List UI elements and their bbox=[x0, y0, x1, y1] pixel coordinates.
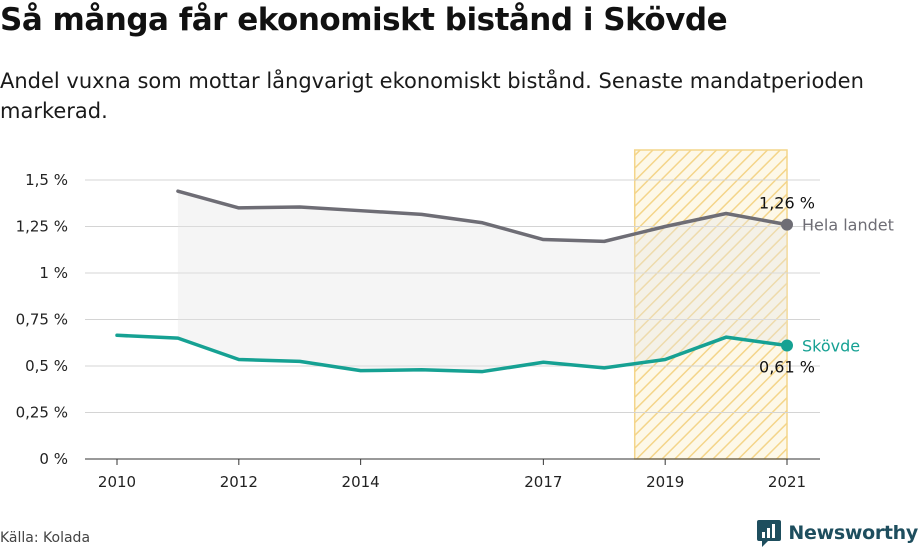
series-end-point bbox=[781, 218, 793, 231]
y-tick-label: 0 % bbox=[39, 450, 68, 468]
highlight-period bbox=[633, 149, 788, 460]
series-name-label: Hela landet bbox=[802, 216, 894, 235]
y-tick-label: 1 % bbox=[39, 264, 68, 282]
y-tick-label: 0,5 % bbox=[25, 357, 68, 375]
y-tick-label: 1,25 % bbox=[16, 218, 68, 236]
range-area bbox=[177, 191, 788, 372]
x-tick-label: 2017 bbox=[524, 473, 562, 491]
source-note: Källa: Kolada bbox=[0, 530, 91, 546]
series-line-skovde bbox=[115, 333, 789, 374]
series-value-label: 0,61 % bbox=[759, 358, 815, 377]
x-tick-label: 2014 bbox=[342, 473, 380, 491]
brand-logo: Newsworthy bbox=[756, 518, 918, 548]
series-line-hela-landet bbox=[176, 189, 789, 244]
y-tick-label: 1,5 % bbox=[25, 171, 68, 189]
newsworthy-logo-icon bbox=[757, 520, 782, 547]
y-tick-label: 0,75 % bbox=[16, 311, 68, 329]
brand-name: Newsworthy bbox=[788, 522, 918, 544]
x-tick-label: 2021 bbox=[768, 473, 806, 491]
line-chart: 0 % 0,25 % 0,5 % 0,75 % 1 % 1,25 % 1,5 % 2010 20… bbox=[16, 149, 894, 491]
series-end-point bbox=[781, 339, 793, 352]
x-tick-label: 2019 bbox=[646, 473, 684, 491]
y-tick-label: 0,25 % bbox=[16, 404, 68, 422]
x-tick-label: 2010 bbox=[98, 473, 136, 491]
series-name-label: Skövde bbox=[802, 337, 860, 356]
chart-subtitle: Andel vuxna som mottar långvarigt ekonom… bbox=[0, 69, 864, 123]
chart-title: Så många får ekonomiskt bistånd i Skövde bbox=[0, 2, 728, 38]
x-tick-label: 2012 bbox=[220, 473, 258, 491]
series-value-label: 1,26 % bbox=[759, 194, 815, 213]
